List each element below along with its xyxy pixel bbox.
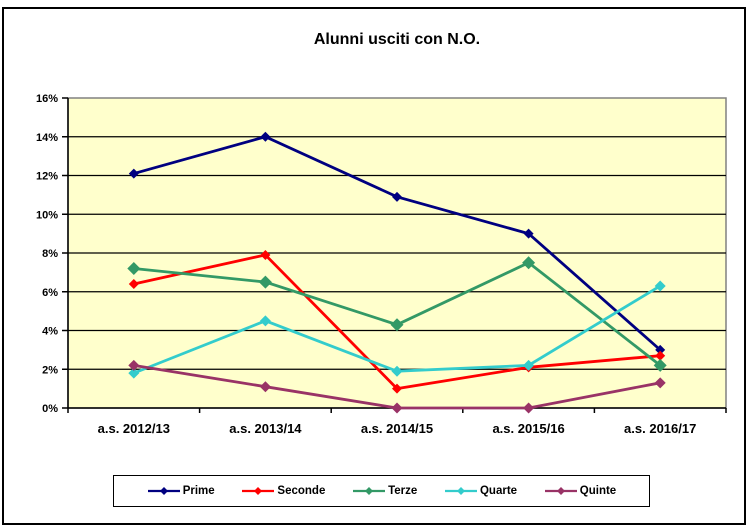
y-tick-label: 6%	[42, 287, 58, 299]
legend-label-terze: Terze	[388, 485, 418, 497]
y-tick-label: 2%	[42, 364, 58, 376]
data-point-marker-terze	[258, 275, 272, 289]
data-point-marker-seconde	[392, 383, 402, 394]
chart-title: Alunni usciti con N.O.	[313, 31, 481, 48]
legend-line-sample-quarte	[444, 487, 477, 495]
data-point-marker-terze	[522, 256, 536, 270]
legend-box: Prime Seconde Terze Quarte Quinte	[113, 475, 650, 507]
x-tick-label: a.s. 2015/16	[492, 421, 564, 436]
legend-item-quinte: Quinte	[544, 485, 616, 497]
legend-item-terze: Terze	[352, 485, 417, 497]
data-point-marker-quarte	[128, 367, 140, 379]
data-point-marker-terze	[127, 262, 141, 275]
x-tick-label: a.s. 2013/14	[229, 421, 302, 436]
legend-label-quarte: Quarte	[479, 485, 518, 497]
y-tick-label: 14%	[36, 132, 58, 144]
legend-label-seconde: Seconde	[277, 485, 326, 497]
legend-item-quarte: Quarte	[444, 485, 517, 497]
data-point-marker-quinte	[128, 359, 140, 371]
legend-item-seconde: Seconde	[241, 485, 325, 497]
data-point-marker-quarte	[259, 315, 271, 327]
data-point-marker-prime	[392, 191, 402, 202]
data-point-marker-prime	[128, 168, 139, 179]
x-tick-label: a.s. 2012/13	[98, 421, 170, 436]
legend-line-sample-prime	[147, 487, 180, 495]
data-point-marker-terze	[653, 358, 667, 372]
data-point-marker-quarte	[654, 280, 666, 292]
legend-line-sample-terze	[353, 487, 386, 495]
x-tick-label: a.s. 2016/17	[624, 421, 696, 436]
legend-line-sample-quinte	[544, 487, 577, 495]
data-point-marker-quinte	[523, 402, 535, 414]
data-point-marker-seconde	[655, 350, 666, 361]
y-tick-label: 4%	[42, 326, 58, 338]
data-point-marker-prime	[260, 131, 271, 142]
data-point-marker-quinte	[654, 377, 666, 389]
y-tick-label: 8%	[42, 248, 58, 260]
y-tick-label: 10%	[36, 209, 58, 221]
data-point-marker-quinte	[391, 402, 403, 414]
y-tick-label: 16%	[36, 93, 58, 105]
legend-label-prime: Prime	[182, 485, 215, 497]
data-point-marker-quarte	[523, 359, 535, 371]
legend-item-prime: Prime	[147, 485, 215, 497]
legend-label-quinte: Quinte	[579, 485, 617, 497]
legend-marker-quarte	[456, 487, 465, 495]
legend-line-sample-seconde	[242, 487, 275, 495]
data-point-marker-quarte	[391, 365, 403, 377]
legend-marker-prime	[159, 487, 168, 495]
data-point-marker-prime	[655, 344, 666, 355]
data-point-marker-quinte	[259, 381, 271, 393]
legend-marker-terze	[365, 487, 374, 495]
data-point-marker-seconde	[128, 279, 139, 289]
data-point-marker-prime	[523, 228, 534, 239]
y-tick-label: 12%	[36, 171, 58, 183]
legend-marker-seconde	[254, 487, 263, 495]
data-point-marker-terze	[390, 318, 404, 332]
legend-marker-quinte	[556, 487, 565, 495]
x-tick-label: a.s. 2014/15	[361, 421, 433, 436]
y-tick-label: 0%	[42, 403, 58, 415]
data-point-marker-seconde	[260, 249, 271, 260]
